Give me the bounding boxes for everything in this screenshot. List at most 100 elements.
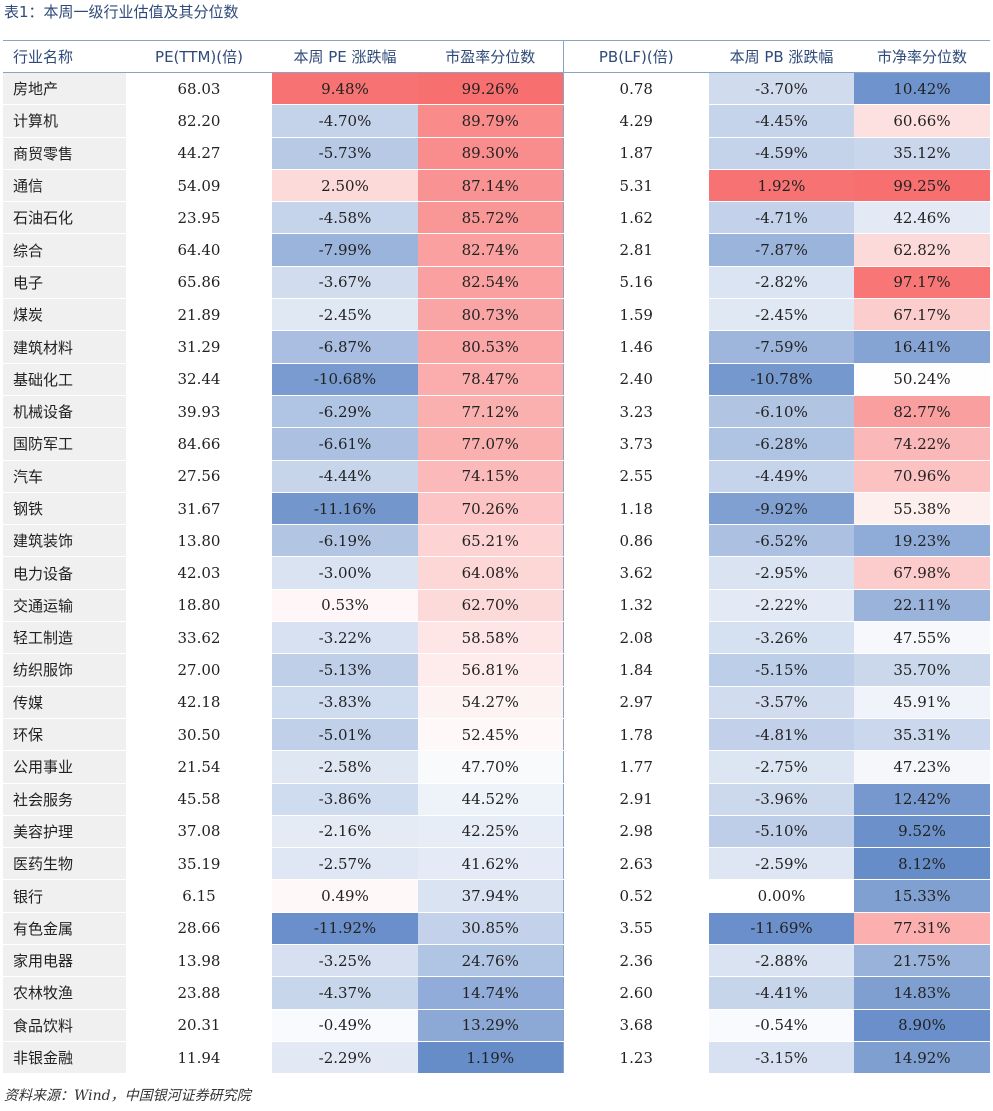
industry-cell: 电力设备 — [3, 556, 126, 590]
pe-percentile-cell: 37.94% — [418, 879, 563, 913]
pb-lf-cell: 2.63 — [562, 847, 709, 881]
table-row: 社会服务 45.58 -3.86% 44.52% 2.91 -3.96% 12.42% — [3, 783, 990, 816]
pb-change-cell: -2.88% — [709, 944, 854, 978]
table-row: 商贸零售 44.27 -5.73% 89.30% 1.87 -4.59% 35.12% — [3, 137, 990, 170]
pe-percentile-cell: 54.27% — [418, 686, 563, 719]
pe-percentile-cell: 74.15% — [418, 460, 563, 493]
industry-cell: 农林牧渔 — [3, 976, 126, 1010]
pb-percentile-cell: 50.24% — [854, 363, 990, 396]
pe-change-cell: -4.58% — [272, 201, 418, 235]
pe-ttm-cell: 42.03 — [126, 556, 272, 590]
pe-percentile-cell: 87.14% — [418, 169, 563, 203]
pe-ttm-cell: 65.86 — [126, 266, 272, 300]
pe-ttm-cell: 45.58 — [126, 783, 272, 816]
pe-change-cell: -10.68% — [272, 363, 418, 396]
pe-change-cell: -2.16% — [272, 815, 418, 849]
pe-change-cell: 0.53% — [272, 589, 418, 623]
pb-lf-cell: 1.87 — [562, 137, 709, 170]
pe-ttm-cell: 31.67 — [126, 492, 272, 526]
pb-lf-cell: 1.84 — [562, 653, 709, 687]
pb-lf-cell: 0.52 — [562, 879, 709, 913]
valuation-table: 行业名称 PE(TTM)(倍) 本周 PE 涨跌幅 市盈率分位数 PB(LF)(… — [3, 40, 990, 1075]
pb-change-cell: -2.75% — [709, 750, 854, 784]
pb-percentile-cell: 9.52% — [854, 815, 990, 849]
pb-percentile-cell: 22.11% — [854, 589, 990, 623]
pb-change-cell: -3.57% — [709, 686, 854, 719]
industry-cell: 纺织服饰 — [3, 653, 126, 687]
pb-change-cell: -4.45% — [709, 104, 854, 138]
industry-cell: 环保 — [3, 718, 126, 752]
industry-cell: 社会服务 — [3, 783, 126, 816]
table-row: 电力设备 42.03 -3.00% 64.08% 3.62 -2.95% 67.98% — [3, 556, 990, 590]
table-row: 家用电器 13.98 -3.25% 24.76% 2.36 -2.88% 21.75% — [3, 944, 990, 978]
industry-cell: 国防军工 — [3, 427, 126, 461]
header-row: 行业名称 PE(TTM)(倍) 本周 PE 涨跌幅 市盈率分位数 PB(LF)(… — [3, 40, 990, 73]
pe-percentile-cell: 13.29% — [418, 1009, 563, 1042]
pb-change-cell: -4.59% — [709, 137, 854, 170]
pb-lf-cell: 2.08 — [562, 621, 709, 655]
table-row: 建筑材料 31.29 -6.87% 80.53% 1.46 -7.59% 16.41% — [3, 330, 990, 364]
pe-ttm-cell: 28.66 — [126, 912, 272, 946]
pe-percentile-cell: 1.19% — [418, 1041, 563, 1075]
industry-cell: 食品饮料 — [3, 1009, 126, 1042]
pe-ttm-cell: 23.95 — [126, 201, 272, 235]
pe-percentile-cell: 77.07% — [418, 427, 563, 461]
pb-lf-cell: 2.81 — [562, 233, 709, 267]
pb-lf-cell: 2.98 — [562, 815, 709, 849]
pe-percentile-cell: 99.26% — [418, 72, 563, 106]
pe-change-cell: -6.87% — [272, 330, 418, 364]
pe-ttm-cell: 32.44 — [126, 363, 272, 396]
pe-ttm-cell: 54.09 — [126, 169, 272, 203]
pb-lf-cell: 1.78 — [562, 718, 709, 752]
pb-percentile-cell: 10.42% — [854, 72, 990, 106]
pe-change-cell: 2.50% — [272, 169, 418, 203]
pb-change-cell: -5.10% — [709, 815, 854, 849]
pb-change-cell: -4.41% — [709, 976, 854, 1010]
table-row: 煤炭 21.89 -2.45% 80.73% 1.59 -2.45% 67.17% — [3, 298, 990, 332]
pb-percentile-cell: 47.55% — [854, 621, 990, 655]
header-pb-change: 本周 PB 涨跌幅 — [709, 40, 854, 73]
industry-cell: 美容护理 — [3, 815, 126, 849]
pb-change-cell: 1.92% — [709, 169, 854, 203]
pe-percentile-cell: 44.52% — [418, 783, 563, 816]
pe-ttm-cell: 35.19 — [126, 847, 272, 881]
table-caption: 表1：本周一级行业估值及其分位数 — [4, 3, 239, 21]
pe-change-cell: -0.49% — [272, 1009, 418, 1042]
pb-change-cell: -3.15% — [709, 1041, 854, 1075]
industry-cell: 传媒 — [3, 686, 126, 719]
industry-cell: 医药生物 — [3, 847, 126, 881]
pe-change-cell: -3.25% — [272, 944, 418, 978]
pb-lf-cell: 1.77 — [562, 750, 709, 784]
header-pb-percentile: 市净率分位数 — [854, 40, 990, 73]
industry-cell: 建筑装饰 — [3, 524, 126, 558]
pb-percentile-cell: 74.22% — [854, 427, 990, 461]
pb-percentile-cell: 47.23% — [854, 750, 990, 784]
table-row: 基础化工 32.44 -10.68% 78.47% 2.40 -10.78% 50.24% — [3, 363, 990, 396]
pe-change-cell: -5.13% — [272, 653, 418, 687]
industry-cell: 建筑材料 — [3, 330, 126, 364]
pe-ttm-cell: 27.00 — [126, 653, 272, 687]
header-pe-percentile: 市盈率分位数 — [418, 40, 563, 73]
pb-change-cell: -3.70% — [709, 72, 854, 106]
table-row: 建筑装饰 13.80 -6.19% 65.21% 0.86 -6.52% 19.23% — [3, 524, 990, 558]
pe-percentile-cell: 80.53% — [418, 330, 563, 364]
pe-percentile-cell: 70.26% — [418, 492, 563, 526]
table-row: 国防军工 84.66 -6.61% 77.07% 3.73 -6.28% 74.22% — [3, 427, 990, 461]
pb-lf-cell: 3.55 — [562, 912, 709, 946]
pe-change-cell: -4.37% — [272, 976, 418, 1010]
pb-change-cell: -4.81% — [709, 718, 854, 752]
table-row: 医药生物 35.19 -2.57% 41.62% 2.63 -2.59% 8.12% — [3, 847, 990, 881]
pb-lf-cell: 1.18 — [562, 492, 709, 526]
pb-lf-cell: 1.23 — [562, 1041, 709, 1075]
pb-percentile-cell: 60.66% — [854, 104, 990, 138]
pe-percentile-cell: 89.30% — [418, 137, 563, 170]
industry-cell: 汽车 — [3, 460, 126, 493]
table-row: 美容护理 37.08 -2.16% 42.25% 2.98 -5.10% 9.52% — [3, 815, 990, 849]
industry-cell: 家用电器 — [3, 944, 126, 978]
pb-percentile-cell: 14.92% — [854, 1041, 990, 1075]
pe-percentile-cell: 65.21% — [418, 524, 563, 558]
pe-ttm-cell: 11.94 — [126, 1041, 272, 1075]
table-row: 电子 65.86 -3.67% 82.54% 5.16 -2.82% 97.17% — [3, 266, 990, 300]
pb-percentile-cell: 35.70% — [854, 653, 990, 687]
pb-lf-cell: 3.68 — [562, 1009, 709, 1042]
